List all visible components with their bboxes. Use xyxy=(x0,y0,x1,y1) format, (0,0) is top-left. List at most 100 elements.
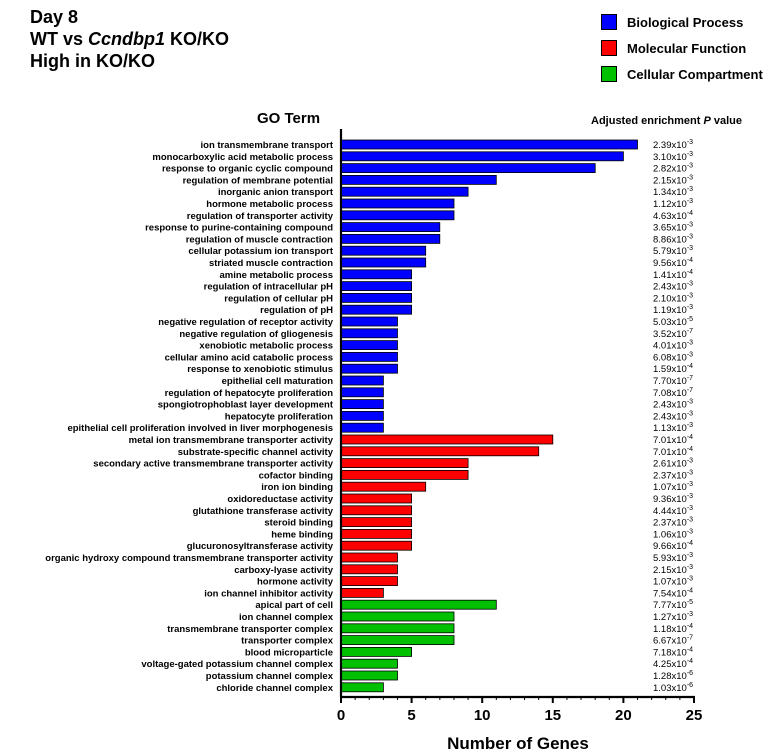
bar xyxy=(340,198,455,209)
pvalue-label: 6.08x10-3 xyxy=(653,351,693,363)
pvalue-label: 1.13x10-3 xyxy=(653,422,693,434)
pvalue-label: 1.07x10-3 xyxy=(653,481,693,493)
pvalue-mantissa: 5.79x10 xyxy=(653,246,687,257)
pvalue-label: 1.28x10-6 xyxy=(653,670,693,682)
pvalue-exponent: -3 xyxy=(687,410,693,417)
term-label: secondary active transmembrane transport… xyxy=(93,459,333,470)
pvalue-label: 2.43x10-3 xyxy=(653,281,693,293)
term-label: hepatocyte proliferation xyxy=(225,411,333,422)
pvalue-label: 7.54x10-4 xyxy=(653,587,693,599)
term-label: apical part of cell xyxy=(255,600,333,611)
pvalue-exponent: -3 xyxy=(687,198,693,205)
legend-swatch xyxy=(601,14,617,30)
term-label: transmembrane transporter complex xyxy=(167,624,333,635)
term-label: glucuronosyltransferase activity xyxy=(187,541,334,552)
term-label: regulation of hepatocyte proliferation xyxy=(165,388,334,399)
bar xyxy=(340,588,384,598)
pvalue-mantissa: 8.86x10 xyxy=(653,234,687,245)
x-tick-label: 5 xyxy=(407,707,415,724)
bar xyxy=(340,540,412,551)
pvalue-labels-layer: 2.39x10-33.10x10-32.82x10-32.15x10-31.34… xyxy=(653,139,693,694)
pvalue-mantissa: 7.70x10 xyxy=(653,376,687,387)
pvalue-exponent: -7 xyxy=(687,328,693,335)
bar xyxy=(340,328,398,339)
x-tick-label: 0 xyxy=(337,707,345,724)
pvalue-mantissa: 1.06x10 xyxy=(653,529,687,540)
term-label: spongiotrophoblast layer development xyxy=(158,400,334,411)
term-label: xenobiotic metabolic process xyxy=(199,341,333,352)
bar xyxy=(340,387,384,398)
pvalue-exponent: -4 xyxy=(687,646,693,653)
term-label: iron ion binding xyxy=(261,482,333,493)
pvalue-exponent: -3 xyxy=(687,481,693,488)
pvalue-exponent: -4 xyxy=(687,434,693,441)
y-axis-title: GO Term xyxy=(257,110,320,127)
term-label: glutathione transferase activity xyxy=(193,506,334,517)
pvalue-label: 2.43x10-3 xyxy=(653,399,693,411)
pvalue-exponent: -3 xyxy=(687,151,693,158)
bar xyxy=(340,281,412,292)
pvalue-label: 9.56x10-4 xyxy=(653,257,693,269)
pvalue-mantissa: 6.08x10 xyxy=(653,352,687,363)
pvalue-exponent: -4 xyxy=(687,210,693,217)
pvalue-mantissa: 3.52x10 xyxy=(653,329,687,340)
term-label: regulation of membrane potential xyxy=(183,175,333,186)
bar xyxy=(340,351,398,362)
bar xyxy=(340,611,455,622)
pvalue-mantissa: 5.93x10 xyxy=(653,553,687,564)
term-label: epithelial cell maturation xyxy=(222,376,334,387)
pvalue-exponent: -3 xyxy=(687,528,693,535)
term-label: ion channel inhibitor activity xyxy=(204,588,334,599)
pvalue-exponent: -6 xyxy=(687,670,693,677)
pvalue-header-suffix: value xyxy=(711,115,742,127)
header-comparison: WT vs Ccndbp1 KO/KO xyxy=(30,28,229,50)
pvalue-label: 7.70x10-7 xyxy=(653,375,693,387)
pvalue-mantissa: 7.08x10 xyxy=(653,388,687,399)
legend-swatch xyxy=(601,66,617,82)
legend: Biological Process Molecular Function Ce… xyxy=(601,12,763,90)
term-label: ion channel complex xyxy=(239,612,334,623)
term-label: substrate-specific channel activity xyxy=(178,447,334,458)
pvalue-exponent: -3 xyxy=(687,139,693,146)
pvalue-label: 2.39x10-3 xyxy=(653,139,693,151)
header-comparison-suffix: KO/KO xyxy=(165,29,230,49)
pvalue-mantissa: 2.43x10 xyxy=(653,411,687,422)
pvalue-label: 9.66x10-4 xyxy=(653,540,693,552)
pvalue-mantissa: 1.41x10 xyxy=(653,270,687,281)
pvalue-label: 2.15x10-3 xyxy=(653,564,693,576)
pvalue-label: 4.01x10-3 xyxy=(653,340,693,352)
term-label: cofactor binding xyxy=(259,470,334,481)
pvalue-label: 4.63x10-4 xyxy=(653,210,693,222)
bar xyxy=(340,599,497,610)
pvalue-mantissa: 1.28x10 xyxy=(653,671,687,682)
term-label: regulation of cellular pH xyxy=(224,293,333,304)
pvalue-mantissa: 2.82x10 xyxy=(653,164,687,175)
legend-swatch xyxy=(601,40,617,56)
pvalue-label: 4.44x10-3 xyxy=(653,505,693,517)
term-label: hormone activity xyxy=(257,577,334,588)
pvalue-label: 2.37x10-3 xyxy=(653,517,693,529)
pvalue-exponent: -7 xyxy=(687,635,693,642)
term-label: cellular potassium ion transport xyxy=(188,246,333,257)
pvalue-exponent: -3 xyxy=(687,281,693,288)
pvalue-mantissa: 5.03x10 xyxy=(653,317,687,328)
bar xyxy=(340,399,384,410)
pvalue-mantissa: 2.43x10 xyxy=(653,282,687,293)
bar xyxy=(340,505,412,516)
pvalue-mantissa: 2.37x10 xyxy=(653,470,687,481)
bar xyxy=(340,163,596,174)
pvalue-mantissa: 1.13x10 xyxy=(653,423,687,434)
bar xyxy=(340,210,455,221)
pvalue-mantissa: 3.10x10 xyxy=(653,152,687,163)
pvalue-exponent: -3 xyxy=(687,564,693,571)
pvalue-mantissa: 1.03x10 xyxy=(653,683,687,694)
pvalue-label: 1.41x10-4 xyxy=(653,269,693,281)
bar xyxy=(340,269,412,280)
pvalue-exponent: -3 xyxy=(687,458,693,465)
pvalue-exponent: -3 xyxy=(687,505,693,512)
bar xyxy=(340,245,427,256)
pvalue-exponent: -3 xyxy=(687,163,693,170)
pvalue-label: 3.10x10-3 xyxy=(653,151,693,163)
pvalue-mantissa: 1.27x10 xyxy=(653,612,687,623)
bar xyxy=(340,623,455,634)
